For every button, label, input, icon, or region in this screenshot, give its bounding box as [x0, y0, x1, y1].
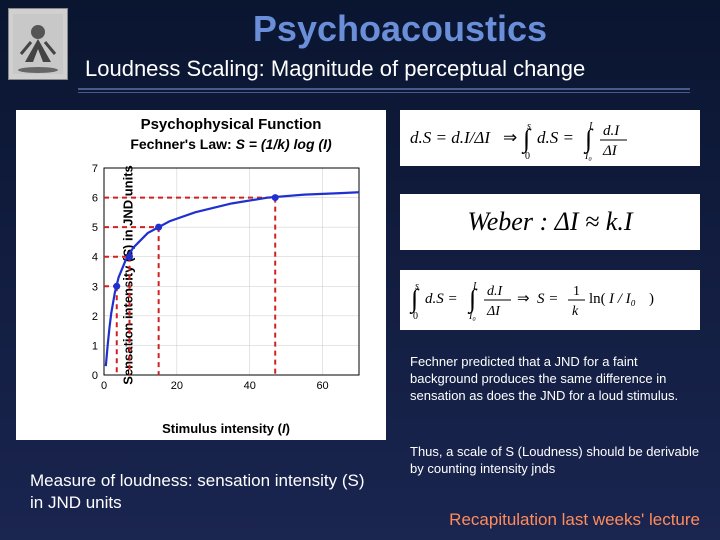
equation-3: s ∫ 0 d.S = I ∫ I₀ d.I ΔI ⇒ S = 1 k ln( …: [400, 270, 700, 330]
recap-text: Recapitulation last weeks' lecture: [449, 510, 700, 530]
svg-text:∫: ∫: [467, 284, 478, 314]
equation-1: d.S = d.I/ΔI ⇒ s ∫ 0 d.S = I ∫ I₀ d.I ΔI: [400, 110, 700, 166]
chart-panel: Psychophysical Function Fechner's Law: S…: [16, 110, 386, 440]
svg-text:40: 40: [244, 380, 256, 392]
scale-text: Thus, a scale of S (Loudness) should be …: [410, 444, 700, 478]
svg-text:0: 0: [92, 370, 98, 382]
svg-text:d.I: d.I: [603, 123, 620, 139]
law-formula: S = (1/k) log (I): [236, 136, 332, 152]
svg-text:0: 0: [413, 311, 418, 322]
svg-text:d.I: d.I: [487, 284, 504, 299]
svg-text:k: k: [572, 304, 579, 319]
svg-text:∫: ∫: [583, 124, 594, 154]
svg-text:6: 6: [92, 193, 98, 205]
svg-text:S =: S =: [537, 291, 558, 307]
svg-text:0: 0: [101, 380, 107, 392]
svg-text:1: 1: [92, 340, 98, 352]
measure-text: Measure of loudness: sensation intensity…: [30, 470, 370, 514]
chart-law: Fechner's Law: S = (1/k) log (I): [86, 136, 376, 152]
svg-text:d.S =: d.S =: [425, 291, 458, 307]
equation-2: Weber : ΔI ≈ k.I: [400, 194, 700, 250]
svg-text:0: 0: [525, 151, 530, 162]
svg-text:⇒: ⇒: [503, 128, 517, 147]
svg-text:20: 20: [171, 380, 183, 392]
svg-text:): ): [649, 291, 654, 307]
svg-text:ln(: ln(: [589, 291, 606, 307]
slide-title: Psychoacoustics: [100, 8, 700, 50]
fechner-text: Fechner predicted that a JND for a faint…: [410, 354, 700, 405]
svg-text:5: 5: [92, 222, 98, 234]
divider: [78, 92, 690, 93]
svg-text:d.S =: d.S =: [537, 128, 574, 147]
svg-text:60: 60: [316, 380, 328, 392]
svg-text:7: 7: [92, 163, 98, 175]
chart-plot: 0 20 40 60 0 1 2 3 4 5 6 7: [74, 158, 369, 403]
svg-text:I₀: I₀: [584, 151, 592, 162]
svg-text:ΔI: ΔI: [602, 143, 618, 159]
divider: [78, 88, 690, 90]
svg-text:d.S = d.I/ΔI: d.S = d.I/ΔI: [410, 128, 491, 147]
svg-text:ΔI: ΔI: [486, 304, 501, 319]
svg-text:I₀: I₀: [468, 311, 476, 322]
svg-text:⇒: ⇒: [517, 291, 530, 307]
svg-text:2: 2: [92, 311, 98, 323]
svg-text:I / I₀: I / I₀: [608, 291, 636, 307]
law-label: Fechner's Law:: [130, 136, 231, 152]
slide-subtitle: Loudness Scaling: Magnitude of perceptua…: [85, 56, 585, 82]
weber-eq: Weber : ΔI ≈ k.I: [467, 207, 632, 237]
logo-image: [8, 8, 68, 80]
chart-title: Psychophysical Function: [86, 116, 376, 133]
svg-text:1: 1: [573, 284, 580, 299]
svg-text:3: 3: [92, 281, 98, 293]
chart-xlabel: Stimulus intensity (I): [76, 421, 376, 436]
svg-text:4: 4: [92, 252, 98, 264]
